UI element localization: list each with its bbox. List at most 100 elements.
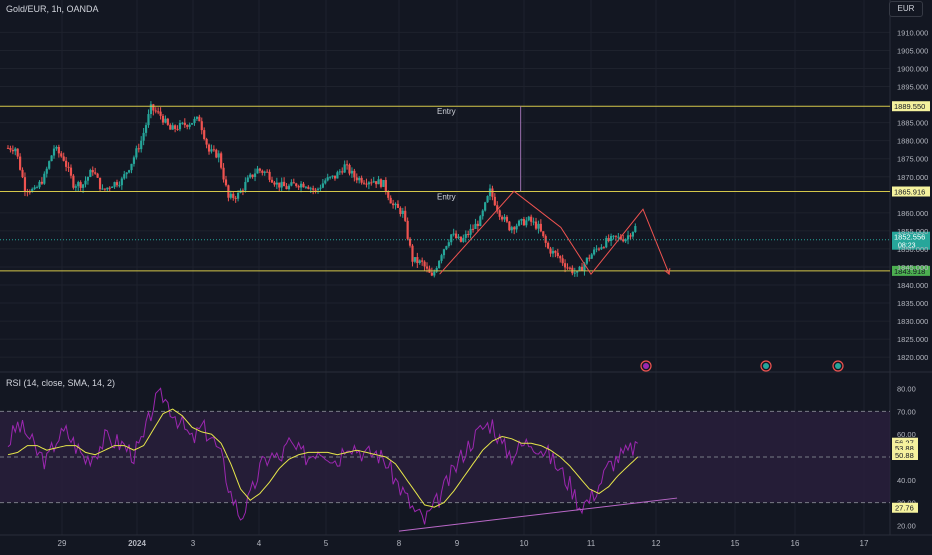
- candle-body: [65, 160, 68, 167]
- candle-body: [140, 140, 143, 150]
- candle-body: [94, 172, 97, 174]
- candle-body: [244, 181, 247, 191]
- candle-body: [447, 242, 450, 247]
- candle-body: [314, 189, 317, 191]
- candle-body: [84, 180, 87, 185]
- time-tick-label: 11: [587, 539, 596, 548]
- time-tick-label: 3: [191, 539, 196, 548]
- candle-body: [379, 179, 383, 187]
- candle-body: [336, 172, 339, 179]
- candle-body: [169, 124, 172, 130]
- candle-body: [629, 235, 632, 237]
- candle-body: [183, 122, 186, 126]
- pattern-arrow: [664, 268, 671, 276]
- candle-body: [500, 216, 504, 220]
- candle-body: [154, 110, 157, 112]
- candle-body: [406, 220, 409, 239]
- candle-body: [50, 155, 53, 162]
- candle-body: [602, 247, 605, 249]
- price-tick-label: 1905.000: [897, 46, 928, 55]
- candle-body: [549, 248, 552, 254]
- time-tick-label: 17: [860, 539, 869, 548]
- candle-body: [33, 187, 36, 189]
- candle-body: [585, 257, 588, 264]
- candle-body: [302, 183, 305, 188]
- candle-body: [498, 210, 501, 217]
- candle-body: [496, 205, 499, 211]
- rsi-value-tag: [892, 502, 918, 513]
- rsi-value-tag: [892, 437, 918, 448]
- candle-body: [389, 197, 392, 204]
- candle-body: [115, 182, 119, 186]
- candle-body: [275, 182, 278, 185]
- candle-body: [43, 173, 46, 184]
- rsi-legend[interactable]: RSI (14, close, SMA, 14, 2): [6, 378, 116, 388]
- candle-body: [358, 177, 361, 181]
- candle-body: [547, 242, 550, 249]
- candle-body: [326, 177, 329, 181]
- rsi-ma-line: [7, 408, 639, 508]
- level-price-tag-text: 1865.916: [894, 187, 925, 196]
- candle-body: [67, 166, 70, 168]
- symbol-legend[interactable]: Gold/EUR, 1h, OANDA: [6, 4, 99, 14]
- candle-body: [333, 175, 337, 179]
- candle-body: [488, 188, 492, 197]
- candle-body: [144, 125, 148, 133]
- candle-body: [331, 175, 334, 177]
- candle-body: [222, 167, 225, 180]
- candle-body: [634, 226, 637, 232]
- candle-body: [60, 153, 63, 157]
- candle-body: [210, 149, 213, 152]
- rsi-value-tag-text: 27.76: [895, 504, 914, 513]
- candle-body: [367, 182, 370, 185]
- candle-body: [534, 221, 538, 229]
- candle-body: [285, 186, 288, 190]
- candle-body: [316, 188, 320, 190]
- candle-body: [224, 179, 228, 186]
- candle-body: [195, 116, 199, 119]
- candle-body: [157, 111, 160, 113]
- candle-body: [200, 121, 203, 131]
- candle-body: [164, 118, 167, 123]
- time-tick-label: 9: [455, 539, 460, 548]
- current-price-text: 1852.556: [894, 233, 925, 242]
- candle-body: [493, 196, 496, 206]
- currency-button[interactable]: EUR: [889, 1, 923, 17]
- candle-body: [287, 185, 291, 190]
- candle-body: [544, 236, 547, 243]
- candle-body: [89, 170, 92, 178]
- candle-body: [392, 203, 395, 206]
- candle-body: [517, 220, 521, 226]
- candle-body: [612, 235, 615, 237]
- candle-body: [263, 171, 266, 173]
- candle-body: [471, 228, 475, 230]
- time-tick-label: 4: [257, 539, 262, 548]
- candle-body: [578, 266, 581, 271]
- candle-body: [401, 210, 404, 214]
- candle-body: [198, 116, 201, 122]
- candle-body: [246, 177, 249, 182]
- candle-body: [45, 168, 48, 174]
- candle-body: [600, 247, 603, 250]
- candle-body: [190, 123, 194, 125]
- candle-body: [631, 231, 634, 237]
- candle-body: [38, 181, 41, 188]
- rsi-tick-label: 40.00: [897, 476, 916, 485]
- candle-body: [595, 248, 598, 250]
- candle-body: [307, 186, 310, 189]
- rsi-tick-label: 80.00: [897, 385, 916, 394]
- candle-body: [137, 148, 140, 150]
- candle-body: [597, 248, 601, 250]
- candle-body: [537, 223, 540, 229]
- candle-body: [249, 174, 252, 178]
- rsi-value-tag-text: 50.88: [895, 451, 914, 460]
- candle-body: [270, 179, 274, 183]
- candle-body: [440, 255, 443, 261]
- candle-body: [52, 148, 56, 156]
- candle-body: [559, 256, 562, 259]
- candle-body: [343, 164, 346, 173]
- level-price-tag: [892, 101, 930, 112]
- pattern-zigzag: [439, 190, 670, 276]
- candle-body: [103, 188, 106, 190]
